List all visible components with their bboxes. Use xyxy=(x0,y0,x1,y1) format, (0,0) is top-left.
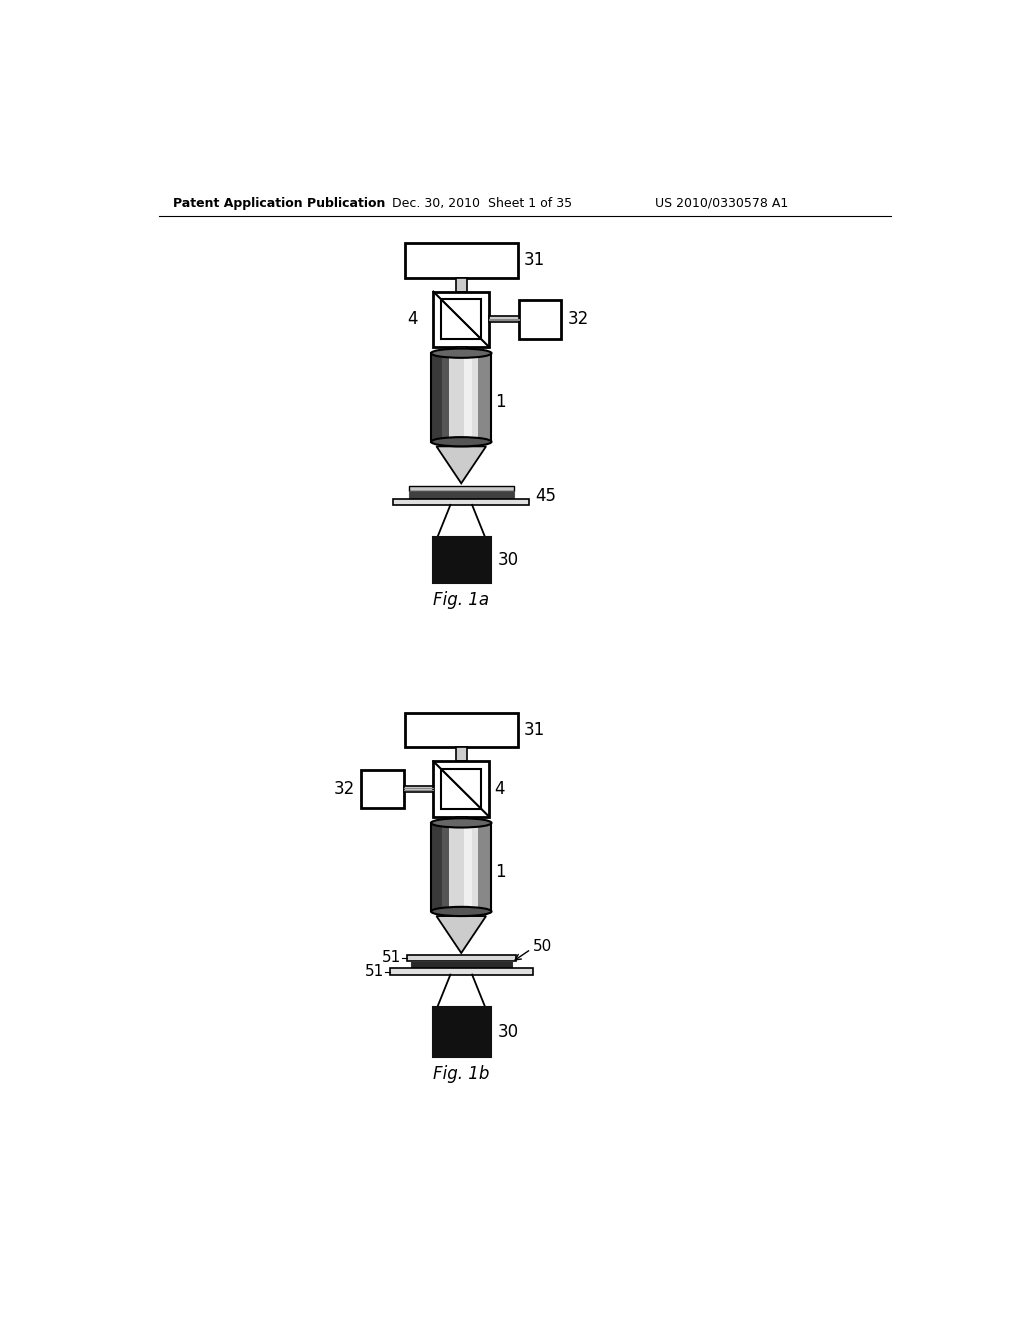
Text: 32: 32 xyxy=(334,780,355,799)
Bar xyxy=(407,956,515,961)
Text: Patent Application Publication: Patent Application Publication xyxy=(173,197,385,210)
Bar xyxy=(471,354,477,442)
Text: 51: 51 xyxy=(365,964,384,979)
Bar xyxy=(432,1007,490,1057)
Bar xyxy=(390,969,532,974)
Bar xyxy=(456,817,467,822)
Bar xyxy=(456,277,467,292)
Bar xyxy=(406,243,518,277)
Bar xyxy=(456,747,467,762)
Bar xyxy=(456,347,467,354)
Bar xyxy=(450,822,464,911)
Bar xyxy=(431,822,492,911)
Text: Fig. 1a: Fig. 1a xyxy=(433,591,489,610)
Bar xyxy=(406,713,518,747)
Text: 50: 50 xyxy=(534,939,553,953)
Bar xyxy=(411,961,512,969)
Polygon shape xyxy=(436,916,486,953)
Text: 31: 31 xyxy=(524,721,545,739)
Text: 45: 45 xyxy=(536,487,557,506)
Text: Fig. 1b: Fig. 1b xyxy=(433,1065,489,1082)
Bar xyxy=(477,822,492,911)
Polygon shape xyxy=(436,446,486,483)
Bar xyxy=(442,822,450,911)
Bar xyxy=(431,354,492,442)
Bar xyxy=(489,317,518,322)
Bar xyxy=(464,822,471,911)
Text: 30: 30 xyxy=(498,1023,519,1040)
Bar xyxy=(441,300,481,339)
Ellipse shape xyxy=(431,437,492,446)
Bar xyxy=(433,292,489,347)
Text: 32: 32 xyxy=(567,310,589,329)
Text: 4: 4 xyxy=(408,310,418,329)
Text: Dec. 30, 2010  Sheet 1 of 35: Dec. 30, 2010 Sheet 1 of 35 xyxy=(391,197,571,210)
Bar xyxy=(450,354,464,442)
Bar xyxy=(409,486,514,491)
Text: US 2010/0330578 A1: US 2010/0330578 A1 xyxy=(655,197,788,210)
Ellipse shape xyxy=(431,348,492,358)
Text: 31: 31 xyxy=(524,251,545,269)
Bar xyxy=(518,300,561,339)
Ellipse shape xyxy=(431,907,492,916)
Bar xyxy=(393,499,529,504)
Bar xyxy=(464,354,471,442)
Bar xyxy=(441,770,481,809)
Text: 51: 51 xyxy=(382,950,400,965)
Text: 1: 1 xyxy=(496,393,506,411)
Bar xyxy=(442,354,450,442)
Bar xyxy=(431,822,442,911)
Text: 30: 30 xyxy=(498,552,519,569)
Text: 4: 4 xyxy=(494,780,504,799)
Ellipse shape xyxy=(431,818,492,828)
Text: 1: 1 xyxy=(496,862,506,880)
Bar xyxy=(432,537,490,583)
Bar xyxy=(477,354,492,442)
Bar xyxy=(433,762,489,817)
Bar xyxy=(403,785,433,792)
Bar xyxy=(471,822,477,911)
Bar xyxy=(431,354,442,442)
Bar xyxy=(361,770,403,808)
Bar xyxy=(409,491,514,499)
